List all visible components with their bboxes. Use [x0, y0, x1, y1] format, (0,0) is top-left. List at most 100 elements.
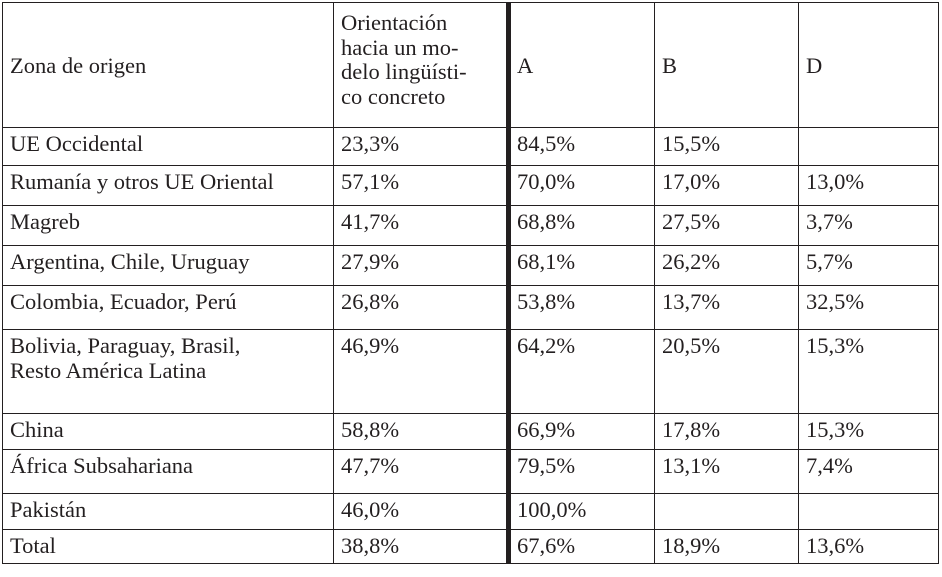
data-table: Zona de origen Orientación hacia un mo- …: [2, 2, 939, 564]
orientacion-value: 26,8%: [341, 289, 400, 314]
a-value: 79,5%: [517, 453, 576, 478]
header-b: B: [654, 2, 799, 128]
table-body: Zona de origen Orientación hacia un mo- …: [2, 2, 939, 564]
header-d: D: [798, 2, 939, 128]
a-value: 70,0%: [517, 169, 576, 194]
zona-text: Resto América Latina: [10, 358, 207, 383]
orientacion-value: 41,7%: [341, 209, 400, 234]
cell-b: 26,2%: [654, 245, 799, 286]
cell-b: 20,5%: [654, 329, 799, 414]
cell-d: 3,7%: [798, 205, 939, 246]
cell-b: [654, 493, 799, 530]
d-value: 15,3%: [806, 417, 865, 442]
cell-d: 15,3%: [798, 329, 939, 414]
cell-d: 7,4%: [798, 449, 939, 494]
cell-d: 5,7%: [798, 245, 939, 286]
orientacion-value: 58,8%: [341, 417, 400, 442]
cell-a: 68,1%: [506, 245, 655, 286]
zona-text: Argentina, Chile, Uruguay: [10, 249, 250, 274]
table-row: UE Occidental 23,3% 84,5% 15,5%: [2, 127, 939, 166]
b-value: 13,7%: [662, 289, 721, 314]
b-value: 15,5%: [662, 131, 721, 156]
cell-orientacion: 26,8%: [333, 285, 509, 330]
cell-orientacion: 46,9%: [333, 329, 509, 414]
cell-b: 15,5%: [654, 127, 799, 166]
zona-text: China: [10, 417, 64, 442]
a-value: 68,1%: [517, 249, 576, 274]
cell-b: 13,1%: [654, 449, 799, 494]
orientacion-value: 57,1%: [341, 169, 400, 194]
orientacion-value: 27,9%: [341, 249, 400, 274]
cell-zona: Rumanía y otros UE Oriental: [2, 165, 334, 206]
cell-zona: Colombia, Ecuador, Perú: [2, 285, 334, 330]
b-value: 17,0%: [662, 169, 721, 194]
table-row: Pakistán 46,0% 100,0%: [2, 493, 939, 530]
cell-d: 15,3%: [798, 413, 939, 450]
cell-b: 17,0%: [654, 165, 799, 206]
header-orientacion-line: co concreto: [341, 83, 446, 109]
cell-d: 13,0%: [798, 165, 939, 206]
table-row: Bolivia, Paraguay, Brasil, Resto América…: [2, 329, 939, 414]
header-a: A: [506, 2, 655, 128]
b-value: 20,5%: [662, 333, 721, 358]
cell-zona: África Subsahariana: [2, 449, 334, 494]
header-orientacion-line: Orientación: [341, 10, 448, 35]
cell-orientacion: 47,7%: [333, 449, 509, 494]
cell-a: 67,6%: [506, 529, 655, 564]
d-value: 13,0%: [806, 169, 865, 194]
zona-text: Bolivia, Paraguay, Brasil,: [10, 333, 241, 358]
d-value: 32,5%: [806, 289, 865, 314]
a-value: 84,5%: [517, 131, 576, 156]
table-row: Rumanía y otros UE Oriental 57,1% 70,0% …: [2, 165, 939, 206]
header-orientacion-line: delo lingüísti-: [341, 59, 467, 84]
cell-b: 18,9%: [654, 529, 799, 564]
a-value: 100,0%: [517, 497, 587, 522]
cell-a: 79,5%: [506, 449, 655, 494]
orientacion-value: 46,0%: [341, 497, 400, 522]
cell-orientacion: 41,7%: [333, 205, 509, 246]
table-row: Total 38,8% 67,6% 18,9% 13,6%: [2, 529, 939, 564]
orientacion-value: 46,9%: [341, 333, 400, 358]
cell-zona: Pakistán: [2, 493, 334, 530]
cell-d: 32,5%: [798, 285, 939, 330]
zona-text: Total: [10, 533, 56, 558]
cell-orientacion: 58,8%: [333, 413, 509, 450]
d-value: 15,3%: [806, 333, 865, 358]
cell-a: 64,2%: [506, 329, 655, 414]
orientacion-value: 38,8%: [341, 533, 400, 558]
cell-b: 17,8%: [654, 413, 799, 450]
orientacion-value: 23,3%: [341, 131, 400, 156]
a-value: 67,6%: [517, 533, 576, 558]
header-b-label: B: [662, 52, 678, 78]
d-value: 3,7%: [806, 209, 853, 234]
a-value: 53,8%: [517, 289, 576, 314]
d-value: 13,6%: [806, 533, 865, 558]
cell-zona: Magreb: [2, 205, 334, 246]
cell-zona: Total: [2, 529, 334, 564]
cell-orientacion: 38,8%: [333, 529, 509, 564]
zona-text: Rumanía y otros UE Oriental: [10, 169, 274, 194]
table-row: África Subsahariana 47,7% 79,5% 13,1% 7,…: [2, 449, 939, 494]
cell-zona: China: [2, 413, 334, 450]
cell-b: 13,7%: [654, 285, 799, 330]
table-row: Magreb 41,7% 68,8% 27,5% 3,7%: [2, 205, 939, 246]
cell-zona: Argentina, Chile, Uruguay: [2, 245, 334, 286]
cell-a: 66,9%: [506, 413, 655, 450]
a-value: 64,2%: [517, 333, 576, 358]
zona-text: Pakistán: [10, 497, 87, 522]
cell-zona: Bolivia, Paraguay, Brasil, Resto América…: [2, 329, 334, 414]
cell-d: 13,6%: [798, 529, 939, 564]
table-row: Argentina, Chile, Uruguay 27,9% 68,1% 26…: [2, 245, 939, 286]
a-value: 66,9%: [517, 417, 576, 442]
b-value: 26,2%: [662, 249, 721, 274]
header-a-label: A: [517, 52, 534, 78]
cell-a: 100,0%: [506, 493, 655, 530]
b-value: 18,9%: [662, 533, 721, 558]
d-value: 7,4%: [806, 453, 853, 478]
a-value: 68,8%: [517, 209, 576, 234]
cell-d: [798, 493, 939, 530]
b-value: 13,1%: [662, 453, 721, 478]
zona-text: Magreb: [10, 209, 80, 234]
header-zona-label: Zona de origen: [10, 52, 147, 78]
cell-orientacion: 23,3%: [333, 127, 509, 166]
